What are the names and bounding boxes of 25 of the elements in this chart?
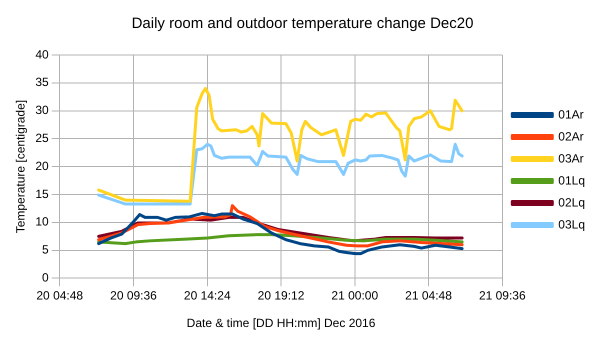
x-tick-label: 21 04:48 — [405, 288, 452, 303]
y-tick-label: 35 — [35, 75, 50, 90]
y-tick-label: 0 — [42, 270, 50, 285]
chart-title: Daily room and outdoor temperature change Dec20 — [132, 15, 474, 32]
legend-label: 01Lq — [558, 173, 586, 188]
x-axis-title: Date & time [DD HH:mm] Dec 2016 — [186, 316, 376, 330]
y-tick-label: 20 — [35, 158, 50, 173]
y-tick-label: 25 — [35, 131, 50, 146]
y-tick-label: 30 — [35, 103, 50, 118]
x-tick-label: 21 00:00 — [331, 288, 378, 303]
legend-label: 02Lq — [558, 195, 586, 210]
x-tick-label: 20 04:48 — [36, 288, 84, 303]
legend-label: 02Ar — [558, 129, 584, 144]
y-tick-label: 15 — [35, 186, 50, 201]
x-tick-label: 20 14:24 — [184, 288, 231, 303]
x-tick-label: 21 09:36 — [478, 288, 526, 303]
legend-label: 03Lq — [558, 217, 586, 232]
legend-label: 03Ar — [558, 151, 584, 166]
y-axis-title: Temperature [centigrade] — [14, 100, 28, 234]
x-tick-label: 20 09:36 — [110, 288, 158, 303]
y-tick-label: 5 — [42, 242, 50, 257]
y-tick-label: 10 — [35, 214, 50, 229]
y-tick-label: 40 — [35, 47, 50, 62]
legend-label: 01Ar — [558, 107, 584, 122]
x-tick-label: 20 19:12 — [258, 288, 305, 303]
